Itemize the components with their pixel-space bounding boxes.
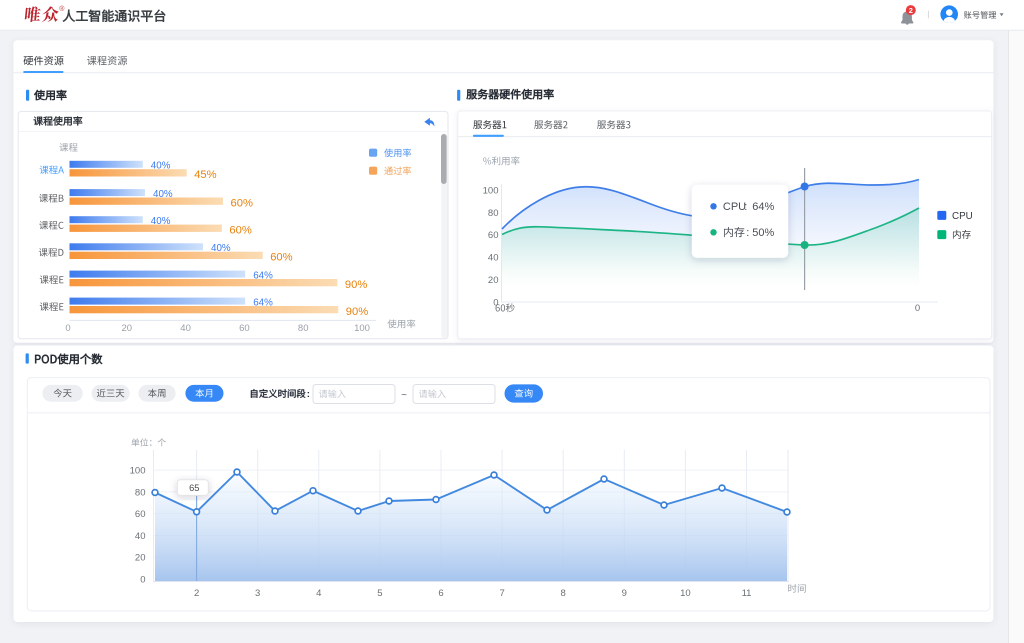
svg-text:40: 40 bbox=[135, 531, 146, 542]
svg-text:60: 60 bbox=[239, 323, 250, 334]
svg-text:60%: 60% bbox=[229, 225, 251, 237]
svg-text:5: 5 bbox=[377, 588, 382, 599]
svg-text:9: 9 bbox=[622, 588, 627, 599]
svg-text:100: 100 bbox=[354, 323, 370, 334]
svg-text:2: 2 bbox=[909, 6, 913, 15]
svg-text:10: 10 bbox=[680, 588, 691, 599]
svg-text:60: 60 bbox=[488, 230, 499, 241]
svg-text:20: 20 bbox=[488, 275, 499, 286]
svg-text::: : bbox=[744, 201, 747, 213]
svg-text:64%: 64% bbox=[253, 270, 273, 281]
svg-text:65: 65 bbox=[189, 483, 199, 493]
svg-text:60%: 60% bbox=[270, 252, 292, 264]
svg-text:20: 20 bbox=[135, 553, 146, 564]
svg-text:40%: 40% bbox=[151, 161, 171, 172]
svg-text:90%: 90% bbox=[346, 306, 368, 318]
svg-text:2: 2 bbox=[194, 588, 199, 599]
svg-text:11: 11 bbox=[742, 588, 752, 599]
svg-text:40%: 40% bbox=[151, 216, 171, 227]
svg-text:4: 4 bbox=[316, 588, 321, 599]
svg-text:40: 40 bbox=[488, 253, 499, 264]
svg-text:7: 7 bbox=[499, 588, 504, 599]
svg-text:0: 0 bbox=[915, 303, 920, 314]
svg-text:64%: 64% bbox=[752, 201, 774, 213]
svg-text:60: 60 bbox=[135, 509, 146, 520]
svg-text:100: 100 bbox=[483, 185, 499, 196]
svg-text:40: 40 bbox=[180, 323, 191, 334]
svg-text:0: 0 bbox=[140, 574, 145, 585]
svg-text:100: 100 bbox=[130, 466, 146, 477]
svg-text:80: 80 bbox=[298, 323, 309, 334]
svg-text:0: 0 bbox=[65, 323, 70, 334]
svg-text:40%: 40% bbox=[153, 189, 173, 200]
svg-text:6: 6 bbox=[438, 588, 443, 599]
svg-text:64%: 64% bbox=[253, 297, 273, 308]
svg-text:40%: 40% bbox=[211, 243, 231, 254]
svg-text:CPU: CPU bbox=[723, 201, 746, 213]
svg-text:~: ~ bbox=[401, 390, 407, 401]
svg-text:CPU: CPU bbox=[952, 211, 973, 222]
svg-text:90%: 90% bbox=[345, 279, 367, 291]
svg-text:8: 8 bbox=[561, 588, 566, 599]
svg-text:50%: 50% bbox=[752, 227, 774, 239]
svg-text:®: ® bbox=[59, 5, 65, 13]
svg-text:20: 20 bbox=[122, 323, 133, 334]
svg-text:45%: 45% bbox=[194, 169, 216, 181]
svg-text:60%: 60% bbox=[231, 198, 253, 210]
svg-text:3: 3 bbox=[255, 588, 260, 599]
svg-text::: : bbox=[307, 389, 310, 400]
svg-text:80: 80 bbox=[488, 208, 499, 219]
svg-text::: : bbox=[746, 227, 749, 239]
svg-text:80: 80 bbox=[135, 487, 146, 498]
svg-text:0: 0 bbox=[493, 297, 498, 308]
